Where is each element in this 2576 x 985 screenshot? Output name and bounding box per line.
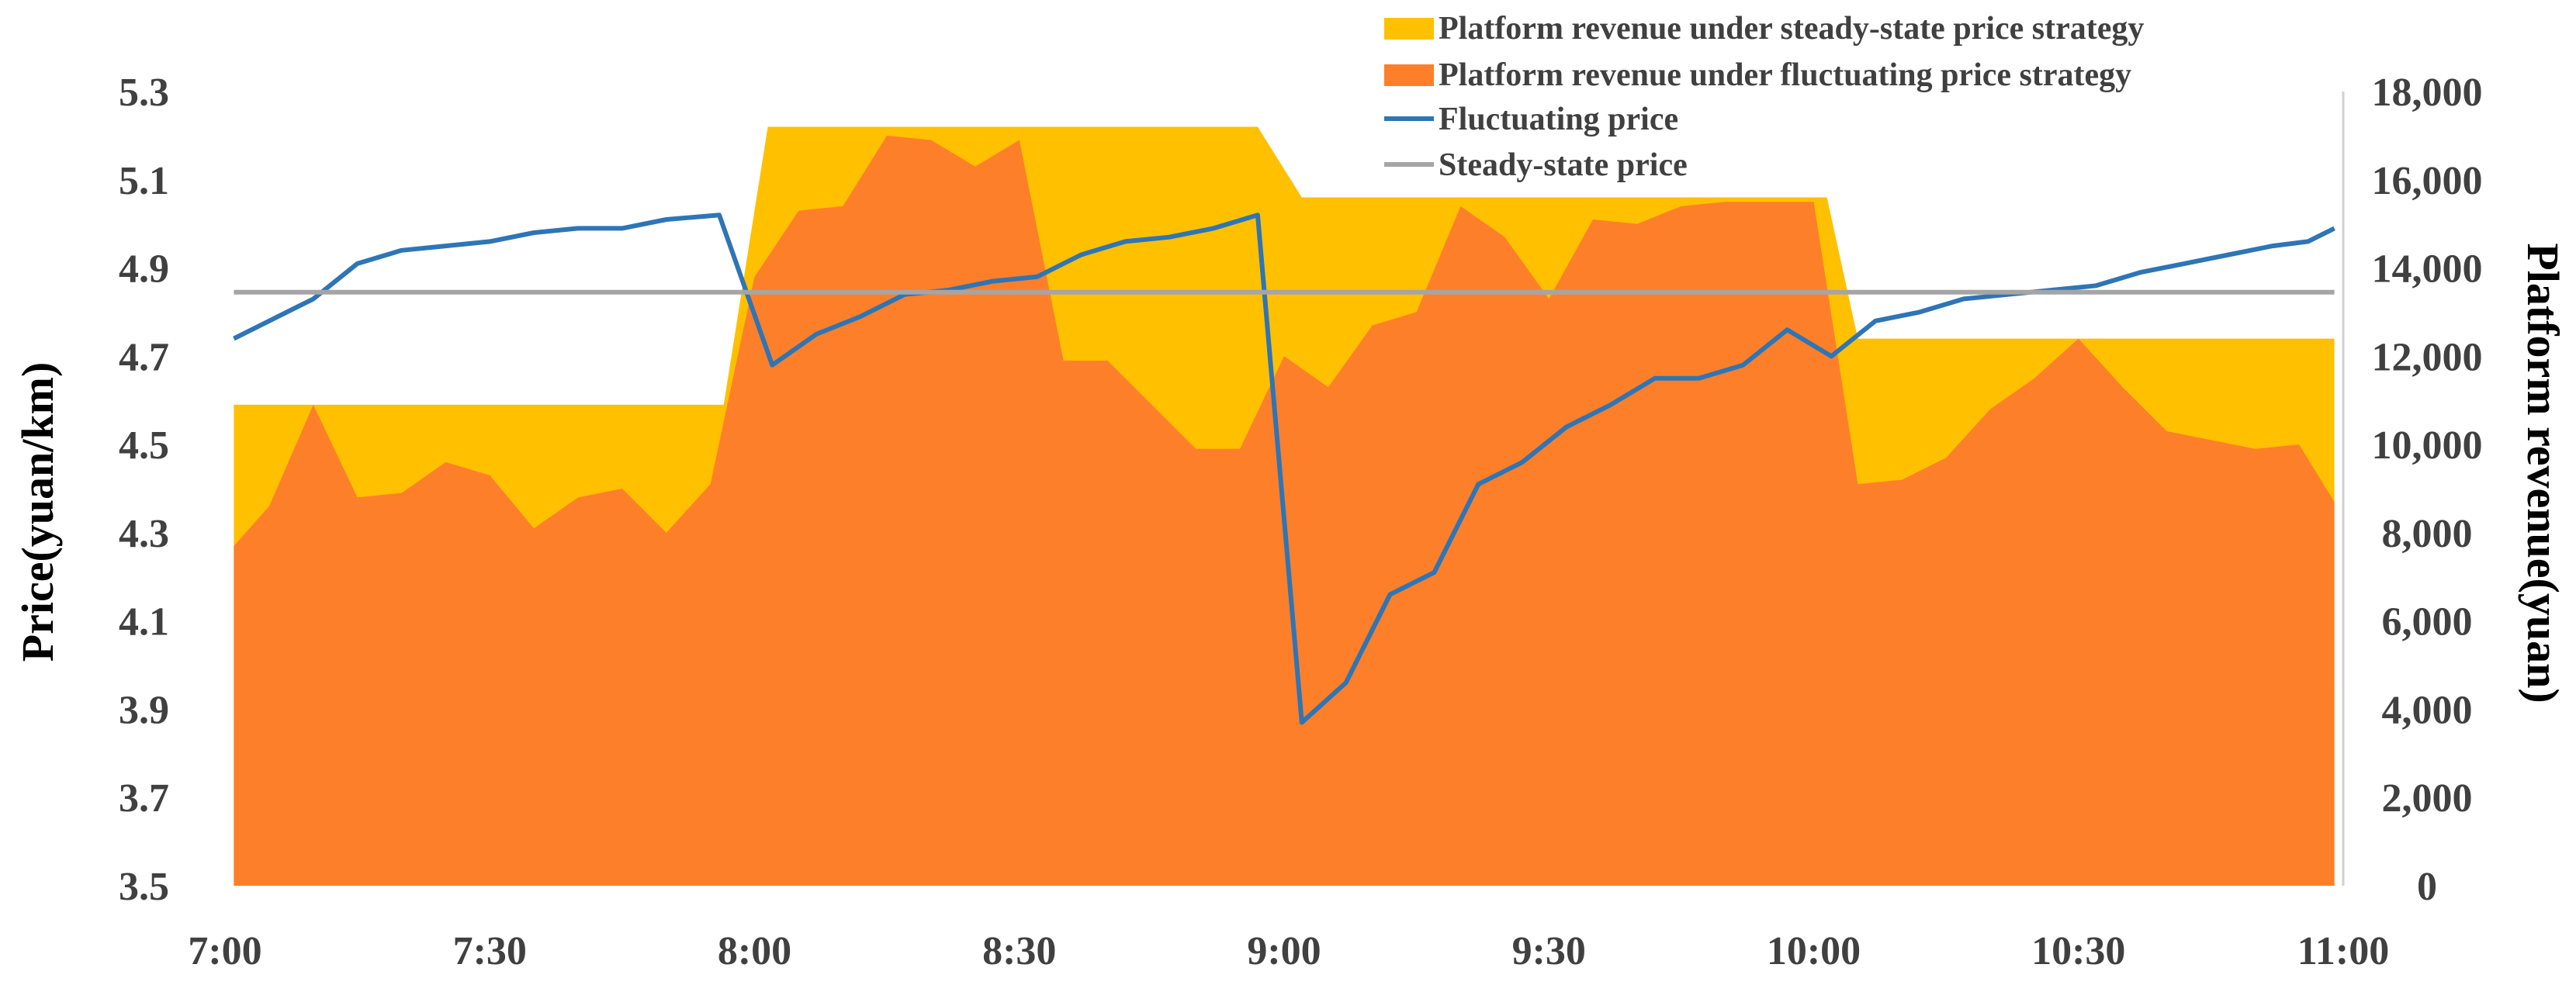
- right-tick-label: 10,000: [2372, 423, 2483, 468]
- left-tick-label: 3.9: [119, 688, 169, 732]
- left-tick-label: 5.3: [119, 71, 169, 115]
- x-tick-label: 7:30: [453, 929, 527, 973]
- x-tick-label: 11:00: [2297, 929, 2389, 973]
- right-tick-label: 2,000: [2382, 776, 2473, 821]
- x-tick-label: 7:00: [188, 929, 261, 973]
- legend-item: Steady-state price: [1384, 147, 1688, 183]
- left-tick-label: 4.9: [119, 247, 169, 292]
- left-axis-ticks: 3.5 3.7 3.9 4.1 4.3 4.5 4.7 4.9 5.1 5.3: [119, 71, 169, 909]
- right-tick-label: 14,000: [2372, 247, 2483, 292]
- right-tick-label: 16,000: [2372, 159, 2483, 203]
- left-tick-label: 4.3: [119, 512, 169, 556]
- left-tick-label: 4.5: [119, 423, 169, 468]
- x-tick-label: 8:30: [982, 929, 1056, 973]
- left-tick-label: 3.5: [119, 865, 169, 909]
- right-tick-label: 6,000: [2382, 600, 2473, 645]
- legend-item: Platform revenue under fluctuating price…: [1384, 57, 2131, 93]
- legend: Platform revenue under steady-state pric…: [1384, 11, 2144, 183]
- legend-item: Platform revenue under steady-state pric…: [1384, 11, 2144, 47]
- right-tick-label: 4,000: [2382, 688, 2473, 732]
- x-tick-label: 9:30: [1512, 929, 1586, 973]
- legend-item: Fluctuating price: [1384, 102, 1678, 137]
- legend-label: Platform revenue under fluctuating price…: [1439, 57, 2131, 93]
- legend-swatch: [1384, 18, 1434, 40]
- legend-label: Platform revenue under steady-state pric…: [1439, 11, 2144, 47]
- x-tick-label: 10:00: [1767, 929, 1861, 973]
- x-tick-label: 9:00: [1247, 929, 1321, 973]
- legend-label: Steady-state price: [1439, 147, 1688, 183]
- right-axis-title: Platform revenue(yuan): [2518, 243, 2568, 703]
- right-tick-label: 8,000: [2382, 512, 2473, 556]
- left-tick-label: 4.1: [119, 600, 169, 645]
- left-axis-title: Price(yuan/km): [12, 362, 63, 662]
- x-tick-label: 10:30: [2031, 929, 2125, 973]
- price-lines: [233, 213, 2335, 725]
- left-tick-label: 4.7: [119, 335, 169, 379]
- right-tick-label: 18,000: [2372, 71, 2483, 115]
- right-tick-label: 12,000: [2372, 335, 2483, 379]
- left-tick-label: 3.7: [119, 776, 169, 821]
- right-tick-label: 0: [2417, 865, 2437, 909]
- x-tick-label: 8:00: [718, 929, 791, 973]
- x-axis-ticks: 7:00 7:30 8:00 8:30 9:00 9:30 10:00 10:30 11:00: [188, 929, 2389, 973]
- legend-label: Fluctuating price: [1439, 102, 1678, 137]
- legend-swatch: [1384, 64, 1434, 86]
- left-tick-label: 5.1: [119, 159, 169, 203]
- right-axis-ticks: 0 2,000 4,000 6,000 8,000 10,000 12,000 14,000 1…: [2372, 71, 2483, 909]
